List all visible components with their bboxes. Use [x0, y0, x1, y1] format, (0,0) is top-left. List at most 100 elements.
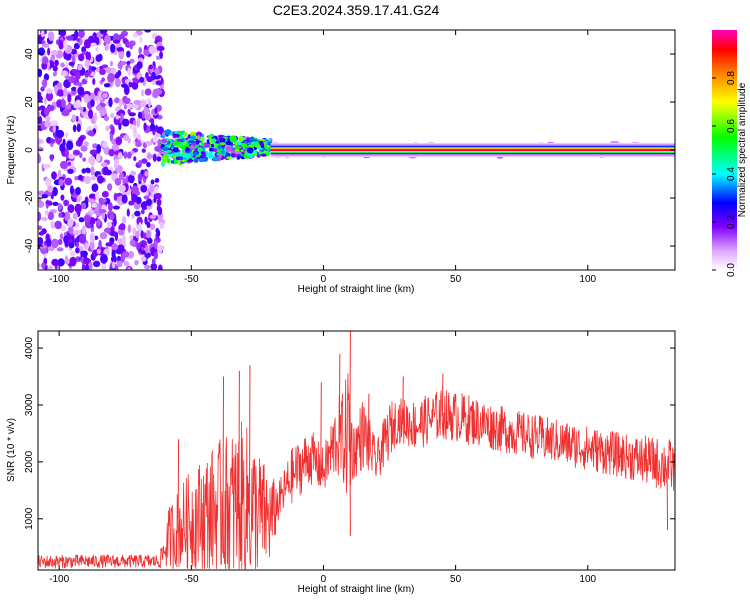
heat-cell: [160, 151, 168, 155]
heat-cell: [113, 218, 117, 226]
heat-cell: [126, 208, 130, 217]
heat-cell: [63, 87, 68, 98]
heat-cell: [96, 143, 102, 154]
snr-series-line: [38, 373, 675, 570]
snr-peak: [349, 433, 351, 536]
heat-cell: [106, 221, 112, 229]
heat-cell: [128, 81, 133, 88]
heat-cell: [133, 156, 137, 162]
heat-cell: [146, 230, 151, 238]
heat-cell: [96, 218, 101, 226]
heat-cell: [93, 112, 98, 122]
heat-cell: [134, 210, 141, 217]
heat-cell: [67, 218, 74, 228]
heat-cell: [77, 53, 85, 62]
heat-cell: [122, 251, 130, 258]
heat-cell: [83, 93, 90, 104]
heat-cell: [110, 43, 116, 53]
heat-cell: [92, 78, 96, 86]
heat-cell: [50, 50, 59, 56]
spectrogram-x-tick-label: 100: [579, 274, 596, 285]
heat-cell: [167, 140, 171, 145]
snr-peak: [238, 370, 240, 514]
heat-cell: [60, 225, 66, 232]
heat-cell: [80, 145, 88, 152]
heat-cell: [137, 173, 143, 182]
snr-x-tick-label: 0: [321, 574, 327, 585]
heat-cell: [64, 255, 68, 265]
heat-cell: [266, 152, 270, 157]
heat-cell: [75, 37, 81, 42]
heat-cell: [154, 67, 160, 76]
colorbar: 0.0 0.2 0.4 0.6 0.8 Normalized spectral ampl…: [712, 30, 748, 277]
heat-cell: [154, 107, 158, 114]
heat-cell: [149, 223, 156, 231]
heat-cell: [80, 250, 88, 258]
heat-cell: [133, 79, 141, 84]
heat-cell: [81, 225, 87, 236]
heat-cell: [50, 220, 55, 229]
heat-cell: [105, 66, 112, 74]
heat-cell: [58, 202, 62, 211]
heat-cell: [92, 143, 98, 149]
heat-cell: [130, 170, 136, 176]
heat-cell: [148, 185, 155, 193]
heat-cell: [78, 217, 85, 223]
heat-cell: [66, 103, 71, 110]
heat-cell: [160, 84, 164, 90]
heat-cell: [67, 204, 75, 213]
heat-cell: [66, 140, 74, 151]
heat-cell: [165, 149, 172, 153]
heat-cell: [234, 146, 241, 150]
heat-cell: [153, 251, 159, 260]
heat-cell: [129, 239, 136, 247]
heat-cell: [128, 250, 135, 259]
heat-cell: [64, 211, 71, 222]
heat-cell: [74, 71, 81, 80]
heat-cell: [90, 42, 97, 47]
heat-cell: [59, 233, 64, 240]
spectrogram-x-tick-label: 0: [321, 274, 327, 285]
heat-cell: [127, 137, 131, 144]
heat-cell: [156, 198, 162, 207]
snr-x-tick-label: -50: [184, 574, 199, 585]
heat-cell: [61, 110, 70, 117]
heat-cell: [41, 262, 46, 270]
heat-cell: [161, 146, 169, 152]
heat-cell: [131, 213, 135, 219]
heat-cell: [81, 263, 86, 270]
heat-cell: [118, 200, 123, 206]
heat-cell: [138, 248, 143, 253]
heat-cell: [63, 40, 68, 51]
heat-cell: [90, 166, 95, 176]
heat-cell: [134, 260, 139, 266]
heat-cell: [38, 153, 41, 163]
snr-peak: [402, 376, 404, 424]
heat-cell: [41, 216, 48, 222]
heat-cell: [101, 262, 107, 270]
colorbar-tick-label: 0.8: [726, 71, 737, 85]
heat-cell: [70, 250, 76, 257]
heat-cell: [143, 106, 149, 116]
heat-cell: [121, 216, 127, 224]
heat-cell: [183, 131, 188, 137]
heat-cell: [69, 256, 77, 267]
heat-cell: [146, 198, 152, 207]
heat-cell: [195, 139, 200, 145]
heat-cell: [143, 232, 147, 240]
heat-cell: [126, 103, 134, 109]
heat-cell: [186, 159, 194, 163]
heat-cell: [97, 175, 104, 184]
heat-cell: [143, 122, 147, 131]
heat-cell: [209, 147, 214, 152]
heat-cell: [174, 152, 181, 157]
heat-cell: [50, 120, 59, 127]
heat-cell: [225, 140, 232, 146]
heat-cell: [83, 176, 92, 185]
heat-cell: [138, 159, 143, 166]
heat-cell: [110, 125, 115, 136]
heat-cell: [133, 32, 138, 39]
spectrogram-x-label: Height of straight line (km): [298, 284, 415, 295]
heat-cell: [52, 124, 56, 133]
heat-cell: [147, 237, 153, 244]
